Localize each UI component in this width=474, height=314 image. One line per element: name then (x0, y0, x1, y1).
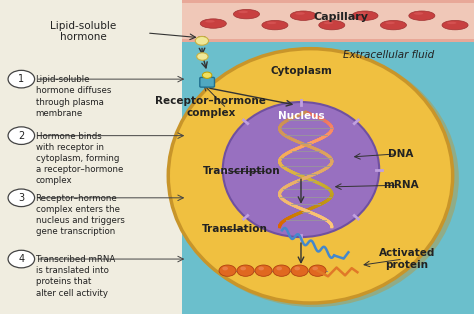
Ellipse shape (385, 22, 395, 24)
Text: 3: 3 (18, 193, 24, 203)
Ellipse shape (295, 12, 305, 15)
Circle shape (240, 267, 246, 270)
Text: mRNA: mRNA (383, 180, 419, 190)
Text: Receptor–hormone
complex enters the
nucleus and triggers
gene transcription: Receptor–hormone complex enters the nucl… (36, 194, 124, 236)
Bar (0, 0, 182, 314)
Ellipse shape (238, 11, 248, 13)
Circle shape (222, 267, 228, 270)
Circle shape (291, 265, 308, 276)
Circle shape (276, 267, 282, 270)
Text: Hormone binds
with receptor in
cytoplasm, forming
a receptor–hormone
complex: Hormone binds with receptor in cytoplasm… (36, 132, 123, 185)
Text: Extracellular fluid: Extracellular fluid (343, 50, 434, 60)
Ellipse shape (352, 11, 378, 20)
FancyBboxPatch shape (200, 77, 214, 87)
Text: Receptor–hormone
complex: Receptor–hormone complex (155, 96, 266, 117)
Text: 4: 4 (18, 254, 24, 264)
Circle shape (237, 265, 254, 276)
Ellipse shape (380, 20, 406, 30)
Text: 1: 1 (18, 74, 24, 84)
Text: Cytoplasm: Cytoplasm (270, 66, 332, 76)
Circle shape (273, 265, 290, 276)
Ellipse shape (290, 11, 317, 20)
Text: Translation: Translation (202, 224, 267, 234)
Circle shape (195, 36, 209, 45)
Circle shape (8, 127, 35, 144)
Ellipse shape (414, 12, 423, 15)
Ellipse shape (200, 19, 227, 28)
Circle shape (255, 265, 272, 276)
Circle shape (294, 267, 300, 270)
Ellipse shape (447, 22, 456, 24)
Circle shape (202, 72, 212, 78)
Circle shape (197, 53, 208, 60)
Circle shape (312, 267, 318, 270)
Ellipse shape (170, 50, 459, 307)
Text: Nucleus: Nucleus (278, 111, 324, 121)
Ellipse shape (168, 49, 453, 303)
Text: Transcription: Transcription (203, 166, 281, 176)
Ellipse shape (262, 20, 288, 30)
Bar (182, 0, 474, 42)
Ellipse shape (205, 20, 215, 23)
Ellipse shape (357, 12, 366, 15)
Text: Lipid-soluble
hormone diffuses
through plasma
membrane: Lipid-soluble hormone diffuses through p… (36, 75, 111, 118)
Text: Transcribed mRNA
is translated into
proteins that
alter cell activity: Transcribed mRNA is translated into prot… (36, 255, 115, 298)
Ellipse shape (324, 22, 333, 24)
Ellipse shape (409, 11, 435, 20)
Text: Lipid-soluble
hormone: Lipid-soluble hormone (50, 21, 116, 42)
Circle shape (8, 250, 35, 268)
Text: Activated
protein: Activated protein (379, 248, 435, 270)
Circle shape (219, 265, 236, 276)
Text: Capillary: Capillary (314, 12, 369, 22)
Circle shape (8, 189, 35, 207)
Ellipse shape (319, 20, 345, 30)
Circle shape (8, 70, 35, 88)
Ellipse shape (223, 102, 379, 237)
Ellipse shape (267, 22, 276, 24)
Bar (182, 3, 474, 39)
Ellipse shape (442, 20, 468, 30)
Text: DNA: DNA (388, 149, 413, 159)
Circle shape (309, 265, 326, 276)
Ellipse shape (233, 9, 260, 19)
Text: 2: 2 (18, 131, 25, 141)
Circle shape (258, 267, 264, 270)
